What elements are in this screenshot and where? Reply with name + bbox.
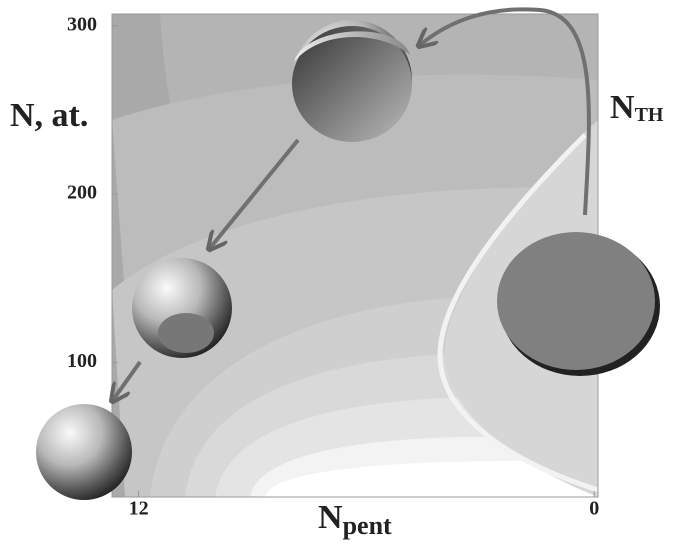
x-tick-label: 12 — [129, 498, 149, 520]
x-tick-label: 0 — [589, 498, 599, 520]
x-label-sub: pent — [343, 511, 392, 540]
illustrations — [36, 7, 660, 500]
curve-label-sub: TH — [635, 104, 664, 126]
curve-label-main: N — [610, 89, 635, 126]
x-axis-label: Npent — [318, 499, 392, 540]
contour-field — [112, 14, 598, 497]
y-tick-label: 300 — [67, 13, 97, 35]
y-axis-label: N, at. — [10, 97, 88, 134]
y-tick-label: 200 — [67, 182, 97, 204]
y-tick-label: 100 — [67, 350, 97, 372]
x-label-main: N — [318, 499, 343, 536]
curve-label: NTH — [610, 89, 664, 126]
